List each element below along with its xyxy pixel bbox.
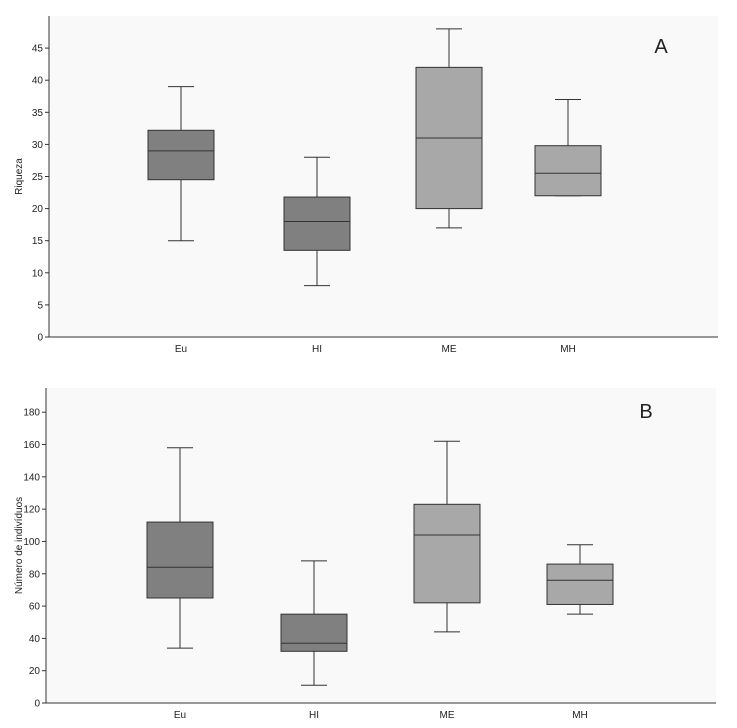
box-mh <box>546 544 614 615</box>
x-tick-label: Eu <box>174 710 186 721</box>
box-me <box>413 440 481 633</box>
x-tick-label: MH <box>560 344 576 355</box>
y-tick-label: 180 <box>23 408 40 419</box>
box-hi <box>280 560 348 686</box>
x-tick-label: HI <box>312 344 322 355</box>
iqr-box <box>534 145 602 197</box>
iqr-box <box>546 563 614 605</box>
panel-label: A <box>654 36 668 58</box>
y-tick-label: 0 <box>37 333 43 344</box>
iqr-box <box>147 129 215 181</box>
y-tick-label: 40 <box>32 76 44 87</box>
x-tick-label: ME <box>442 344 457 355</box>
x-tick-label: Eu <box>175 344 187 355</box>
x-tick-label: ME <box>440 710 455 721</box>
iqr-box <box>413 503 481 604</box>
iqr-box <box>146 521 214 599</box>
box-me <box>415 28 483 229</box>
y-tick-label: 40 <box>29 634 41 645</box>
y-axis-title: Número de indivíduos <box>14 497 25 594</box>
box-eu <box>146 447 214 649</box>
y-tick-label: 45 <box>32 44 44 55</box>
y-tick-label: 10 <box>32 268 44 279</box>
x-tick-label: MH <box>572 710 588 721</box>
y-tick-label: 15 <box>32 236 44 247</box>
x-tick-label: HI <box>309 710 319 721</box>
y-tick-label: 140 <box>23 472 40 483</box>
panel-label: B <box>639 401 652 423</box>
y-tick-label: 25 <box>32 172 44 183</box>
y-tick-label: 20 <box>32 204 44 215</box>
box-mh <box>534 98 602 197</box>
y-tick-label: 160 <box>23 440 40 451</box>
panel-a: 0 5 10 15 20 25 30 35 40 45 Riqueza Eu HI ME MH A <box>14 16 718 355</box>
y-axis-title: Riqueza <box>14 158 25 195</box>
box-eu <box>147 86 215 242</box>
y-tick-label: 5 <box>37 300 43 311</box>
y-tick-label: 100 <box>23 537 40 548</box>
y-tick-label: 80 <box>29 569 41 580</box>
y-tick-label: 120 <box>23 505 40 516</box>
y-tick-label: 30 <box>32 140 44 151</box>
y-tick-label: 0 <box>34 699 40 710</box>
y-tick-label: 60 <box>29 602 41 613</box>
y-tick-label: 35 <box>32 108 44 119</box>
y-tick-label: 20 <box>29 666 41 677</box>
box-hi <box>283 156 351 287</box>
iqr-box <box>280 613 348 652</box>
panel-b: 0 20 40 60 80 100 120 140 160 180 Número de indiví… <box>14 388 716 721</box>
iqr-box <box>283 196 351 251</box>
